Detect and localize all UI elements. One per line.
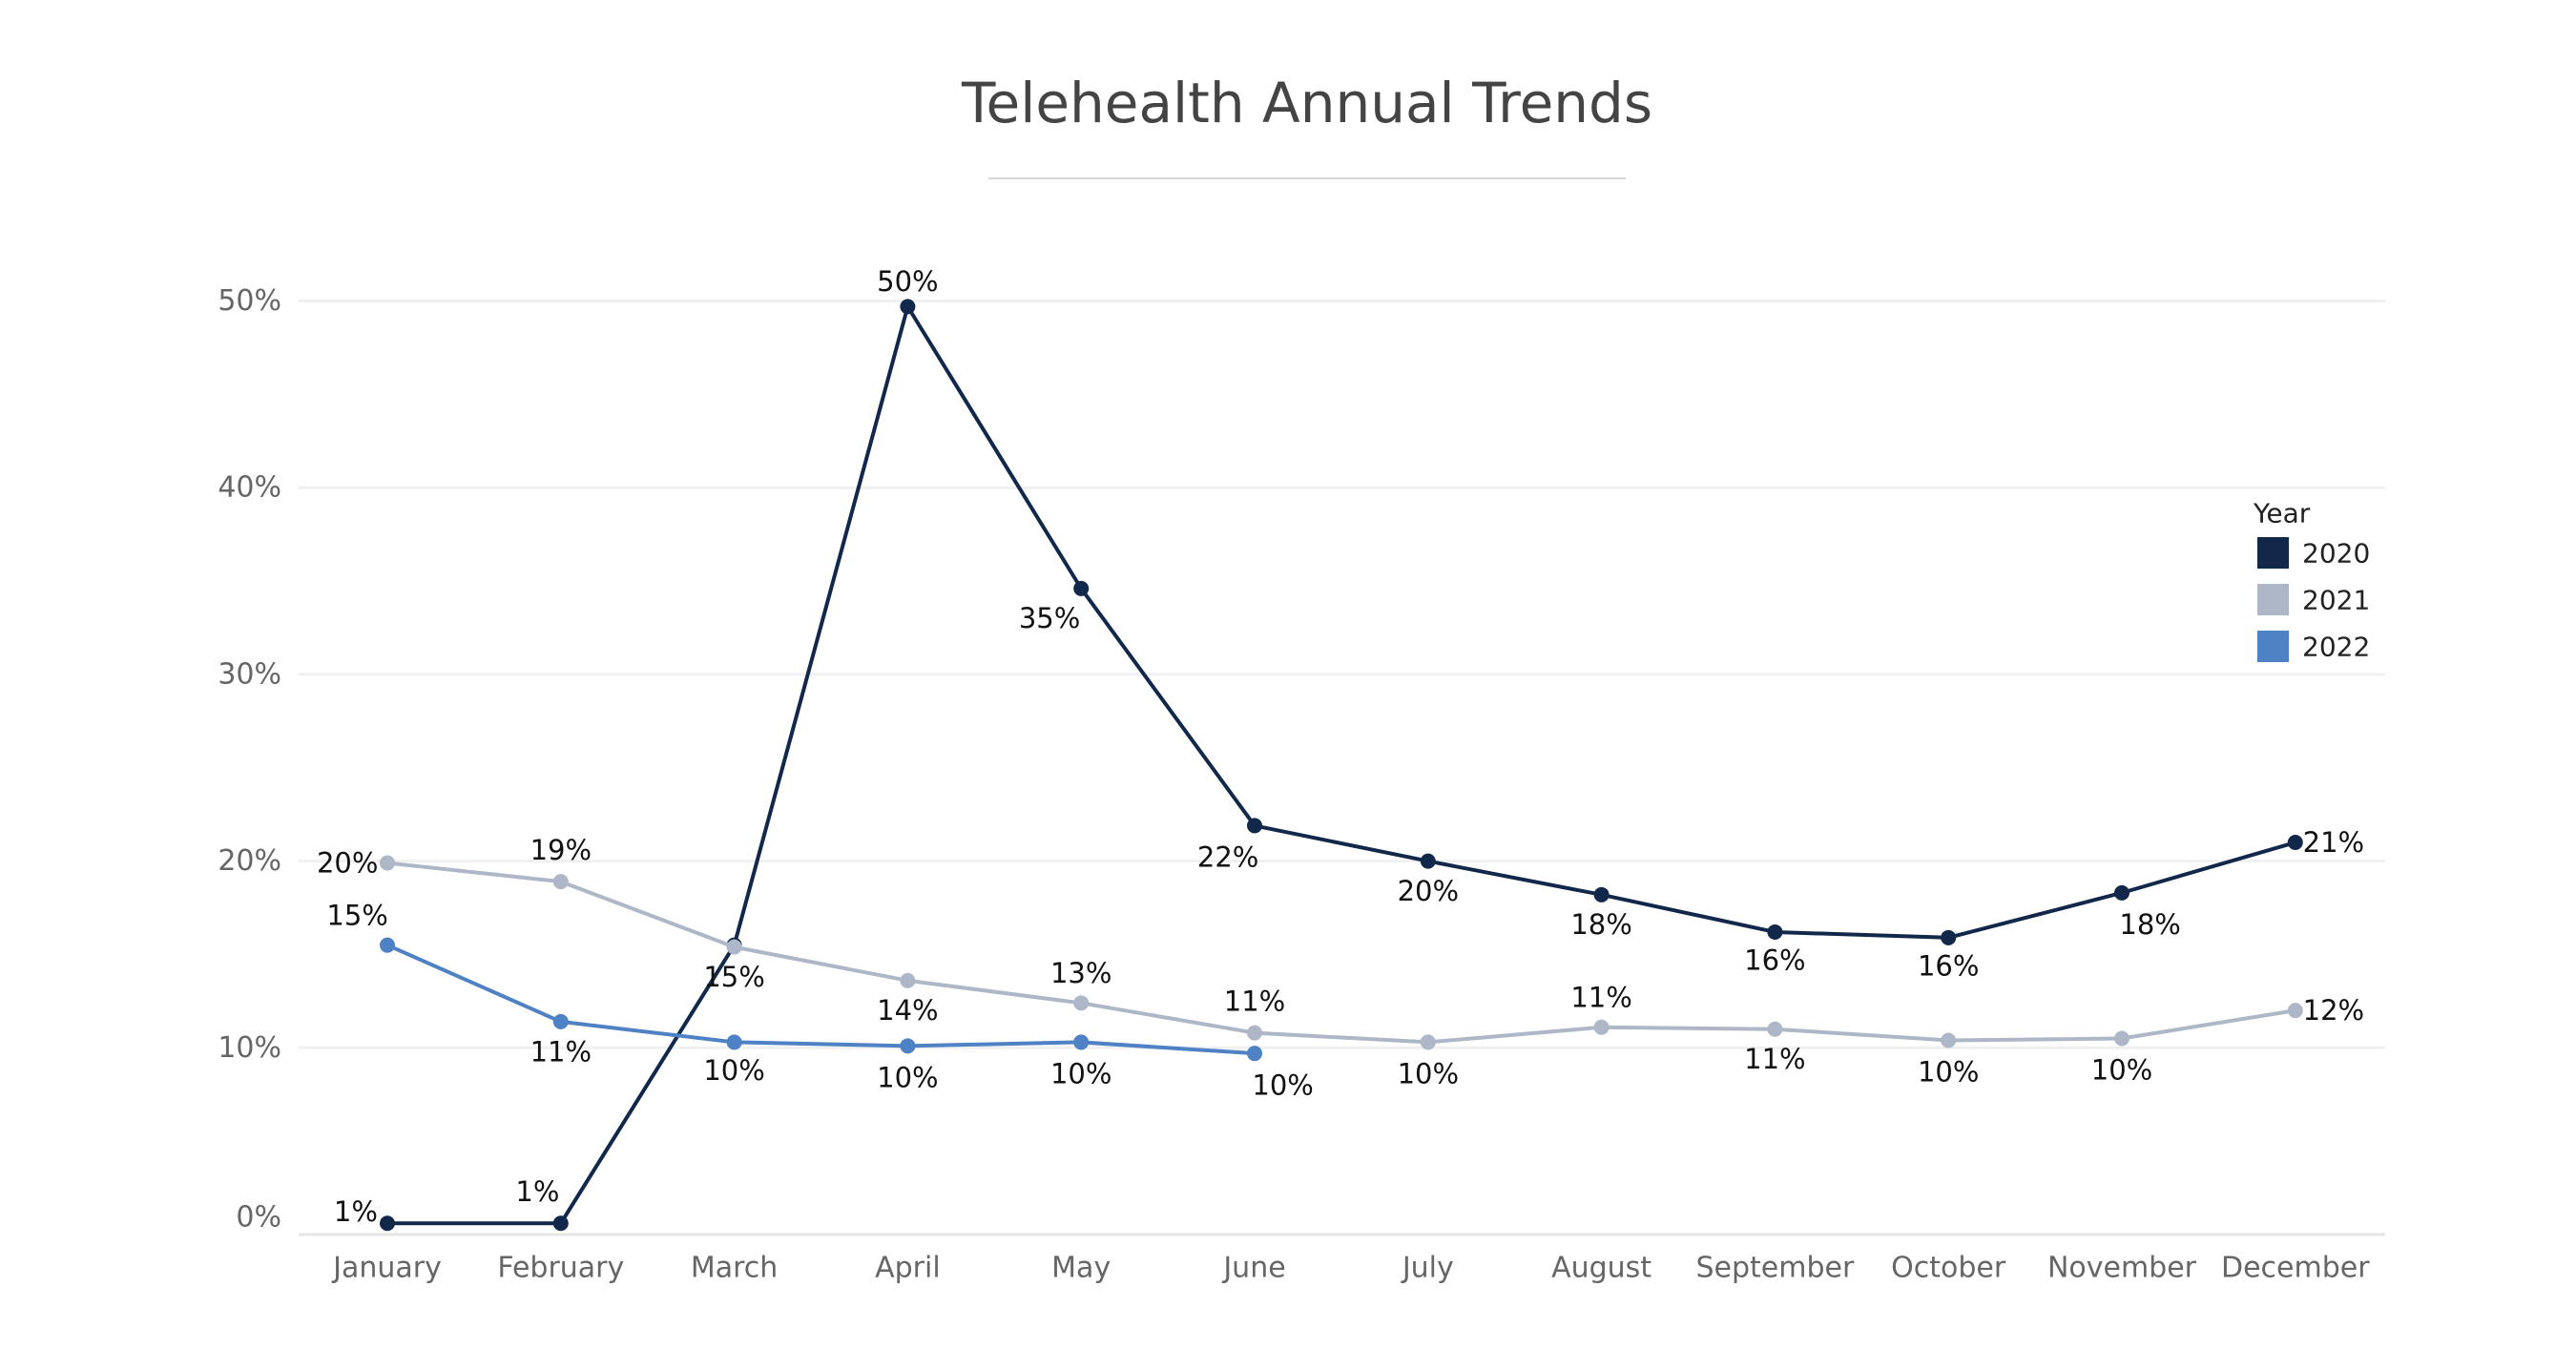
legend-label-2020[interactable]: 2020 — [2302, 538, 2370, 570]
y-tick-label: 50% — [218, 284, 281, 318]
data-label-2021: 10% — [1918, 1056, 1979, 1089]
data-point-2021[interactable] — [1941, 1032, 1957, 1048]
data-point-2022[interactable] — [1073, 1034, 1090, 1050]
data-point-2021[interactable] — [900, 972, 916, 988]
data-point-2021[interactable] — [552, 874, 569, 890]
data-label-2021: 13% — [1050, 957, 1111, 989]
data-point-2020[interactable] — [380, 1215, 395, 1232]
chart-title: Telehealth Annual Trends — [961, 71, 1652, 135]
data-label-2020: 15% — [703, 961, 764, 993]
y-tick-label: 40% — [218, 471, 281, 505]
data-point-2021[interactable] — [2287, 1003, 2303, 1019]
x-tick-label: July — [1401, 1252, 1454, 1285]
data-point-2020[interactable] — [1593, 886, 1610, 903]
y-tick-label: 10% — [218, 1031, 281, 1065]
data-point-2021[interactable] — [1247, 1025, 1262, 1041]
data-point-2020[interactable] — [1767, 924, 1783, 940]
data-label-2022: 15% — [326, 899, 387, 931]
data-point-2022[interactable] — [900, 1038, 916, 1054]
data-label-2020: 20% — [1398, 875, 1459, 907]
data-point-2021[interactable] — [726, 939, 742, 955]
data-label-2020: 21% — [2303, 826, 2364, 859]
data-point-2021[interactable] — [1420, 1034, 1436, 1050]
data-point-2022[interactable] — [1247, 1046, 1262, 1062]
data-label-2021: 10% — [2091, 1054, 2152, 1087]
data-point-2020[interactable] — [1941, 929, 1957, 945]
data-label-2021: 20% — [317, 847, 378, 880]
data-label-2022: 10% — [703, 1054, 764, 1087]
data-point-2020[interactable] — [2114, 884, 2129, 901]
data-label-2020: 16% — [1918, 949, 1979, 982]
data-point-2022[interactable] — [726, 1034, 742, 1050]
data-point-2021[interactable] — [1767, 1021, 1783, 1037]
x-tick-label: February — [497, 1252, 624, 1285]
data-label-2021: 12% — [2303, 994, 2364, 1027]
data-label-2022: 10% — [1252, 1069, 1313, 1101]
data-point-2022[interactable] — [552, 1013, 569, 1029]
legend-label-2022[interactable]: 2022 — [2302, 632, 2370, 663]
x-tick-label: December — [2221, 1252, 2370, 1285]
x-tick-label: June — [1221, 1252, 1285, 1285]
data-label-2020: 16% — [1744, 944, 1805, 977]
data-point-2020[interactable] — [552, 1215, 569, 1232]
series-line-2020 — [387, 304, 2296, 1226]
data-label-2020: 1% — [515, 1175, 559, 1208]
data-label-2022: 10% — [877, 1061, 938, 1093]
data-label-2021: 10% — [1398, 1058, 1459, 1090]
series-line-2021 — [386, 861, 2296, 1045]
legend-swatch-2022 — [2257, 631, 2289, 662]
data-point-2020[interactable] — [2287, 835, 2303, 851]
legend: Year 2020 2021 2022 — [2253, 498, 2370, 663]
x-tick-label: September — [1695, 1252, 1854, 1285]
x-tick-label: October — [1891, 1252, 2006, 1285]
data-label-2020: 22% — [1197, 841, 1258, 874]
x-tick-label: November — [2047, 1252, 2197, 1285]
y-tick-label: 0% — [236, 1201, 281, 1235]
y-tick-label: 20% — [218, 844, 281, 878]
data-point-2020[interactable] — [1420, 853, 1436, 869]
x-tick-label: May — [1051, 1252, 1111, 1285]
data-point-2021[interactable] — [1593, 1019, 1610, 1035]
data-point-2021[interactable] — [380, 855, 395, 871]
x-tick-label: March — [691, 1252, 778, 1285]
legend-label-2021[interactable]: 2021 — [2302, 585, 2370, 616]
y-tick-label: 30% — [218, 657, 281, 691]
data-label-2020: 18% — [2119, 908, 2180, 941]
data-label-2022: 11% — [530, 1035, 592, 1068]
series-line-2022 — [386, 943, 1256, 1056]
x-tick-label: January — [331, 1252, 442, 1285]
data-label-2021: 14% — [877, 994, 938, 1027]
x-tick-label: August — [1551, 1252, 1652, 1285]
x-tick-label: April — [875, 1252, 941, 1285]
data-point-2020[interactable] — [1073, 580, 1090, 596]
data-label-2020: 18% — [1570, 908, 1631, 941]
data-label-2021: 11% — [1744, 1043, 1805, 1075]
data-point-2020[interactable] — [900, 299, 916, 315]
data-label-2021: 11% — [1224, 986, 1285, 1018]
data-point-2021[interactable] — [1073, 995, 1090, 1011]
legend-title: Year — [2253, 498, 2311, 529]
data-label-2021: 19% — [530, 834, 592, 866]
data-label-2020: 1% — [334, 1195, 378, 1228]
data-label-2020: 50% — [877, 265, 938, 298]
data-point-2022[interactable] — [380, 937, 395, 953]
data-label-2021: 11% — [1570, 981, 1631, 1013]
legend-swatch-2021 — [2257, 584, 2289, 615]
data-label-2020: 35% — [1019, 602, 1080, 634]
data-point-2020[interactable] — [1247, 818, 1262, 834]
legend-swatch-2020 — [2257, 537, 2289, 569]
data-label-2022: 10% — [1050, 1058, 1111, 1090]
data-point-2021[interactable] — [2114, 1030, 2129, 1047]
